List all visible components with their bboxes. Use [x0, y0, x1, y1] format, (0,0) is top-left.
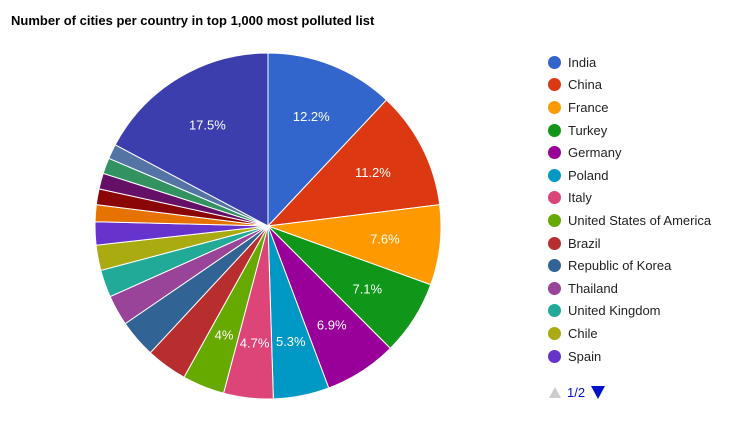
legend-swatch-icon [548, 349, 561, 363]
legend-label: United States of America [568, 212, 712, 228]
slice-value-label: 4% [215, 328, 234, 343]
legend-item-italy[interactable]: Italy [548, 187, 734, 210]
legend-label: Thailand [568, 280, 618, 296]
legend-pager: 1/2 [549, 385, 606, 400]
legend-item-chile[interactable]: Chile [548, 322, 734, 345]
slice-value-label: 17.5% [189, 118, 226, 133]
legend-item-germany[interactable]: Germany [548, 141, 734, 164]
pie-slice-other-19[interactable] [114, 52, 269, 227]
legend-item-united-kingdom[interactable]: United Kingdom [548, 300, 734, 323]
legend-swatch-icon [548, 55, 561, 69]
chart-title: Number of cities per country in top 1,00… [11, 13, 375, 28]
slice-value-label: 7.6% [370, 232, 400, 247]
legend-page-indicator: 1/2 [567, 385, 586, 400]
legend-swatch-icon [548, 326, 561, 340]
legend-label: Italy [568, 190, 592, 206]
legend-item-spain[interactable]: Spain [548, 345, 734, 368]
legend-item-turkey[interactable]: Turkey [548, 119, 734, 142]
triangle-up-icon [549, 387, 561, 398]
slice-value-label: 7.1% [352, 282, 382, 297]
legend-swatch-icon [548, 78, 561, 92]
slice-value-label: 12.2% [293, 109, 330, 124]
legend-label: China [568, 77, 602, 93]
legend-item-poland[interactable]: Poland [548, 164, 734, 187]
slice-value-label: 11.2% [355, 165, 391, 180]
legend-label: Spain [568, 348, 602, 364]
pie-slice-china[interactable] [266, 99, 441, 227]
legend-label: Republic of Korea [568, 258, 672, 274]
legend-label: France [568, 99, 609, 115]
legend-swatch-icon [548, 236, 561, 250]
legend-label: Brazil [568, 235, 601, 251]
legend-label: United Kingdom [568, 303, 661, 319]
legend-label: Chile [568, 325, 598, 341]
triangle-down-icon[interactable] [591, 386, 606, 399]
legend-item-thailand[interactable]: Thailand [548, 277, 734, 300]
legend-swatch-icon [548, 259, 561, 273]
legend-swatch-icon [548, 146, 561, 160]
legend-item-republic-of-korea[interactable]: Republic of Korea [548, 254, 734, 277]
slice-value-label: 5.3% [276, 334, 306, 349]
legend-swatch-icon [548, 191, 561, 205]
legend-swatch-icon [548, 168, 561, 182]
legend-item-india[interactable]: India [548, 51, 734, 74]
legend-item-brazil[interactable]: Brazil [548, 232, 734, 255]
legend-swatch-icon [548, 100, 561, 114]
legend-swatch-icon [548, 123, 561, 137]
slice-value-label: 4.7% [240, 335, 270, 350]
legend-item-france[interactable]: France [548, 96, 734, 119]
legend: India China France Turkey Germany Poland Italy… [548, 51, 734, 367]
pie-chart: 12.2% 11.2% 7.6% 7.1% 6.9% 5.3% 4.7% 4% 17.5% [94, 52, 442, 400]
legend-label: India [568, 54, 597, 70]
legend-swatch-icon [548, 281, 561, 295]
legend-label: Germany [568, 145, 622, 161]
legend-label: Turkey [568, 122, 608, 138]
legend-swatch-icon [548, 213, 561, 227]
legend-swatch-icon [548, 304, 561, 318]
legend-label: Poland [568, 167, 609, 183]
legend-item-united-states-of-america[interactable]: United States of America [548, 209, 734, 232]
pie-slice-india[interactable] [267, 52, 388, 228]
legend-item-china[interactable]: China [548, 74, 734, 97]
slice-value-label: 6.9% [317, 317, 347, 332]
